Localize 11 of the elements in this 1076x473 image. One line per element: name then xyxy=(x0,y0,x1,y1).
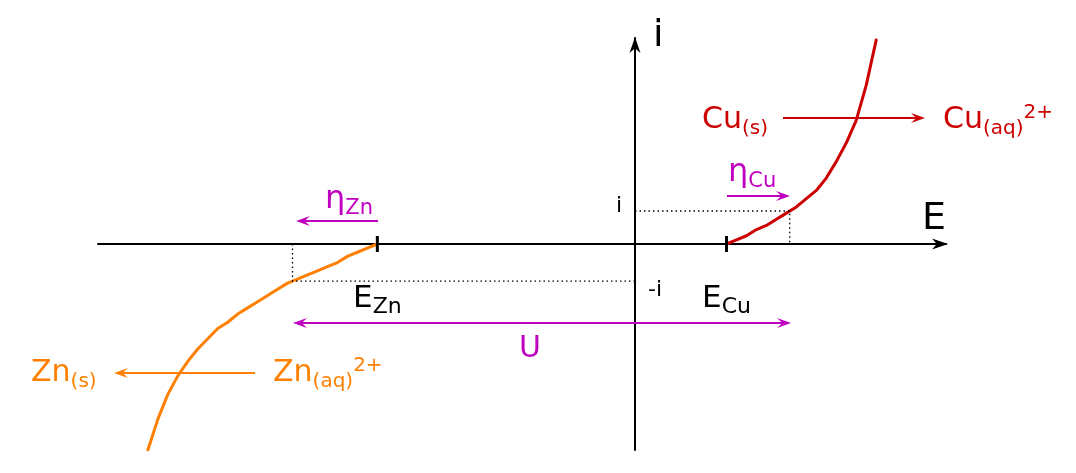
annotation: Cu$_{(s)}$ xyxy=(702,100,768,139)
annotation: η$_{Zn}$ xyxy=(325,178,373,220)
ref-line-label: i xyxy=(615,192,622,218)
x-tick-label: E$_{Cu}$ xyxy=(702,278,751,319)
x-axis-title: E xyxy=(921,194,946,238)
text: Zn$_{(s)}$ xyxy=(31,353,97,392)
y-axis-title: i xyxy=(653,11,664,55)
ref-line-label: -i xyxy=(648,276,663,302)
annotation: η$_{Cu}$ xyxy=(728,151,777,193)
annotation: U xyxy=(519,329,541,364)
x-tick-label: E$_{Zn}$ xyxy=(353,278,402,319)
